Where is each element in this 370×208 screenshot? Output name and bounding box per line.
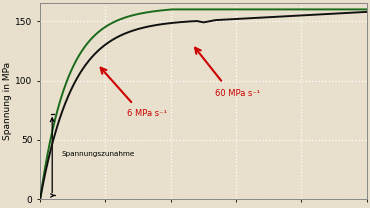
- Text: Spannungszunahme: Spannungszunahme: [61, 151, 135, 157]
- Text: 6 MPa s⁻¹: 6 MPa s⁻¹: [127, 109, 166, 118]
- Y-axis label: Spannung in MPa: Spannung in MPa: [3, 62, 13, 140]
- Text: 60 MPa s⁻¹: 60 MPa s⁻¹: [215, 89, 260, 98]
